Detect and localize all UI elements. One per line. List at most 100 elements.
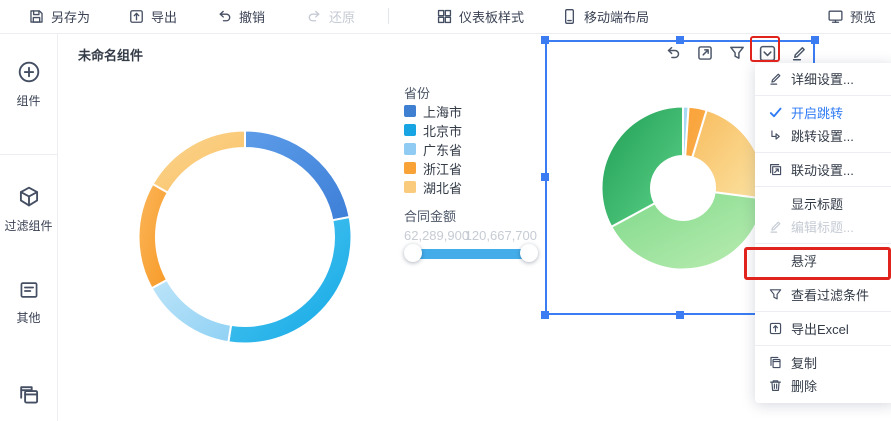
sidebar-item-component-label: 组件: [16, 94, 41, 108]
save-as-button[interactable]: 另存为: [28, 0, 90, 32]
slider-fill: [413, 248, 529, 259]
menu-item-enable-jump[interactable]: 开启跳转: [755, 101, 891, 124]
widget-more-dropdown-button[interactable]: [757, 43, 777, 63]
undo-label: 撤销: [239, 9, 266, 25]
donut-slice-3[interactable]: [609, 191, 765, 271]
delete-icon: [767, 378, 783, 394]
sidebar-item-filter-component[interactable]: 过滤组件: [0, 185, 57, 234]
legend-item-zhejiang[interactable]: 浙江省: [404, 159, 462, 177]
sidebar-item-filter-component-label: 过滤组件: [4, 219, 53, 233]
menu-item-label: 编辑标题...: [791, 220, 854, 235]
legend-item-hubei[interactable]: 湖北省: [404, 178, 462, 196]
multi-window-icon: [19, 386, 38, 404]
selected-donut-chart[interactable]: [600, 105, 766, 276]
donut-slice-浙江省[interactable]: [137, 182, 170, 290]
widget-open-link-button[interactable]: [695, 43, 715, 63]
legend-item-shanghai[interactable]: 上海市: [404, 102, 462, 120]
legend-swatch: [404, 162, 416, 174]
preview-button[interactable]: 预览: [827, 0, 876, 32]
menu-divider: [755, 345, 891, 346]
preview-label: 预览: [850, 9, 877, 25]
menu-divider: [755, 243, 891, 244]
filter-icon: [767, 287, 783, 303]
mobile-layout-label: 移动端布局: [584, 9, 650, 25]
sidebar-item-multi-window[interactable]: [0, 383, 57, 415]
menu-item-float[interactable]: 悬浮: [755, 249, 891, 272]
sidebar-item-other-label: 其他: [16, 311, 41, 325]
menu-item-edit-title[interactable]: 编辑标题...: [755, 215, 891, 238]
menu-item-label: 联动设置...: [791, 163, 854, 178]
menu-item-detail-settings[interactable]: 详细设置...: [755, 67, 891, 90]
save-as-label: 另存为: [51, 9, 91, 25]
no-icon: [767, 196, 783, 212]
measure-max-value: 120,667,700: [464, 228, 537, 243]
export-excel-icon: [767, 321, 783, 337]
donut-slice-4[interactable]: [600, 105, 684, 229]
menu-item-jump-settings[interactable]: 跳转设置...: [755, 124, 891, 147]
legend-label: 广东省: [423, 142, 463, 158]
edit-icon: [767, 71, 783, 87]
ring-chart-province[interactable]: [137, 129, 353, 350]
menu-item-label: 跳转设置...: [791, 129, 854, 144]
selection-handle-top-left[interactable]: [541, 36, 549, 44]
edit-icon: [767, 219, 783, 235]
other-icon: [20, 282, 37, 298]
legend-swatch: [404, 143, 416, 155]
dashboard-style-label: 仪表板样式: [459, 9, 525, 25]
legend-item-beijing[interactable]: 北京市: [404, 121, 462, 139]
sidebar-item-component[interactable]: 组件: [0, 60, 57, 109]
export-button[interactable]: 导出: [128, 0, 177, 32]
sidebar-item-other[interactable]: 其他: [0, 279, 57, 326]
measure-range-slider[interactable]: [404, 244, 538, 262]
legend-title: 省份: [404, 86, 431, 101]
more-dropdown-icon: [759, 45, 775, 61]
no-icon: [767, 253, 783, 269]
redo-label: 还原: [329, 9, 356, 25]
legend-item-guangdong[interactable]: 广东省: [404, 140, 462, 158]
menu-item-linkage-settings[interactable]: 联动设置...: [755, 158, 891, 181]
menu-item-label: 复制: [791, 356, 818, 371]
legend-label: 北京市: [423, 123, 463, 139]
edit-icon: [792, 47, 805, 61]
open-link-icon: [698, 46, 712, 60]
dashboard-style-icon: [437, 9, 452, 23]
menu-item-label: 导出Excel: [791, 322, 849, 337]
donut-slice-北京市[interactable]: [227, 215, 353, 345]
mobile-layout-button[interactable]: 移动端布局: [561, 0, 649, 32]
save-icon: [30, 9, 43, 23]
top-toolbar: 另存为 导出 撤销 还原 仪表板样式 移动端布局 预览: [0, 0, 891, 34]
menu-item-show-title[interactable]: 显示标题: [755, 192, 891, 215]
copy-icon: [767, 355, 783, 371]
dashboard-style-button[interactable]: 仪表板样式: [436, 0, 524, 32]
menu-item-view-filter-conditions[interactable]: 查看过滤条件: [755, 283, 891, 306]
menu-divider: [755, 95, 891, 96]
slider-handle-max[interactable]: [520, 244, 538, 262]
legend-label: 湖北省: [423, 180, 463, 196]
selection-handle-bottom-middle[interactable]: [676, 311, 684, 319]
menu-item-copy[interactable]: 复制: [755, 351, 891, 374]
donut-slice-湖北省[interactable]: [151, 129, 246, 195]
undo-icon: [219, 10, 231, 21]
donut-slice-上海市[interactable]: [244, 129, 351, 222]
check-icon: [767, 105, 783, 121]
widget-filter-button[interactable]: [727, 43, 747, 63]
selection-handle-top-right[interactable]: [811, 36, 819, 44]
selection-handle-middle-left[interactable]: [541, 173, 549, 181]
slider-handle-min[interactable]: [404, 244, 422, 262]
menu-item-delete[interactable]: 删除: [755, 374, 891, 397]
undo-button[interactable]: 撤销: [216, 0, 265, 32]
mobile-layout-icon: [565, 8, 574, 24]
menu-item-export-excel[interactable]: 导出Excel: [755, 317, 891, 340]
widget-undo-button[interactable]: [663, 43, 683, 63]
widget-edit-button[interactable]: [789, 43, 809, 63]
menu-item-label: 悬浮: [791, 254, 818, 269]
selection-handle-bottom-left[interactable]: [541, 311, 549, 319]
legend-swatch: [404, 124, 416, 136]
legend-swatch: [404, 105, 416, 117]
filter-component-icon: [19, 186, 38, 207]
menu-divider: [755, 152, 891, 153]
add-component-icon: [18, 61, 39, 83]
redo-button[interactable]: 还原: [306, 0, 355, 32]
donut-slice-2[interactable]: [691, 108, 766, 200]
donut-slice-广东省[interactable]: [150, 278, 233, 344]
